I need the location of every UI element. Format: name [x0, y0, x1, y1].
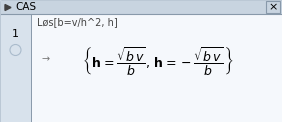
- Polygon shape: [5, 5, 11, 10]
- FancyBboxPatch shape: [1, 0, 281, 14]
- Text: CAS: CAS: [15, 2, 36, 12]
- Text: Løs[b=v/h^2, h]: Løs[b=v/h^2, h]: [37, 17, 118, 27]
- Text: $\left\{\mathbf{h} = \dfrac{\sqrt{b\,v}}{b},\,\mathbf{h} = -\dfrac{\sqrt{b\,v}}{: $\left\{\mathbf{h} = \dfrac{\sqrt{b\,v}}…: [82, 46, 234, 78]
- FancyBboxPatch shape: [1, 14, 30, 122]
- FancyBboxPatch shape: [30, 14, 281, 122]
- Text: →: →: [42, 54, 50, 64]
- Text: ×: ×: [268, 2, 278, 12]
- FancyBboxPatch shape: [266, 1, 280, 13]
- Text: 1: 1: [12, 29, 19, 39]
